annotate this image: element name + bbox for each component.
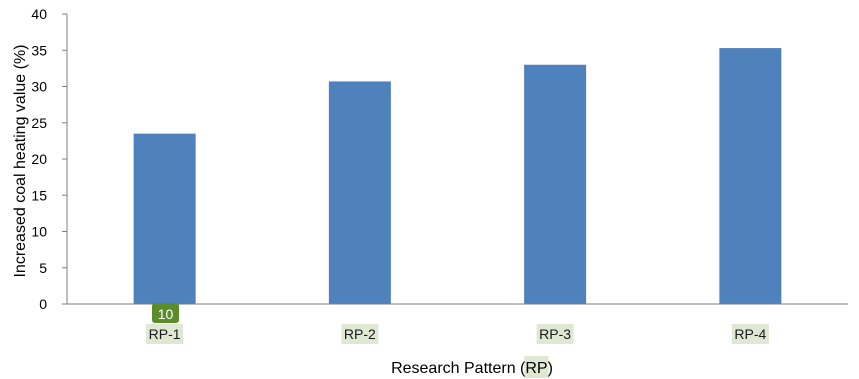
x-axis-title-highlight [524,356,549,378]
annotation-badge-bg [152,303,179,323]
x-axis-title: Research Pattern (RP) [391,356,553,378]
y-tick-label: 40 [31,6,47,22]
category-label-rp-3: RP-3 [539,326,571,342]
category-label-rp-4: RP-4 [734,326,766,342]
x-axis-title-text: Research Pattern (RP) [391,360,553,377]
category-label-highlight [341,324,379,344]
y-tick-label: 25 [31,115,47,131]
y-axis-ticks: 0 5 10 15 20 25 30 35 40 [31,6,67,312]
category-label-highlight [536,324,574,344]
y-axis-title: Increased coal heating value (%) [12,44,29,277]
y-tick-label: 30 [31,79,47,95]
category-label-highlight [731,324,769,344]
bar-rp-3 [524,64,587,304]
y-tick-label: 5 [39,260,47,276]
y-tick-label: 0 [39,296,47,312]
y-tick-label: 20 [31,151,47,167]
category-label-rp-2: RP-2 [344,326,376,342]
y-tick-label: 35 [31,42,47,58]
bar-rp-2 [328,81,391,304]
annotation-badge-text: 10 [158,306,174,322]
y-tick-label: 10 [31,224,47,240]
bar-rp-4 [719,48,782,305]
category-labels: RP-1 RP-2 RP-3 RP-4 [146,324,769,344]
category-label-rp-1: RP-1 [149,326,181,342]
y-tick-label: 15 [31,187,47,203]
bar-rp-1 [133,133,196,304]
bars [133,48,782,305]
annotation-badge: 10 [152,303,179,323]
category-label-highlight [146,324,184,344]
